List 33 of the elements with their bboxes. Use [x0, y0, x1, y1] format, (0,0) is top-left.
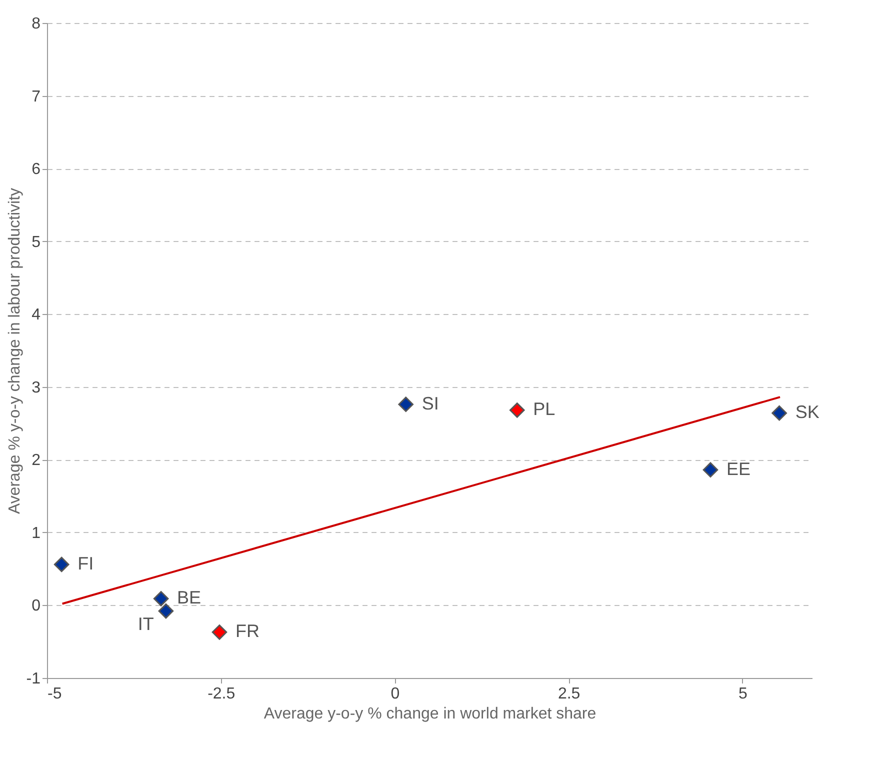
y-axis-title: Average % y-o-y change in labour productivity — [6, 188, 24, 514]
point — [398, 396, 414, 412]
point — [702, 462, 718, 478]
y-tick-label: 8 — [32, 16, 41, 32]
point — [158, 603, 174, 619]
point — [153, 591, 169, 606]
annotation: SI — [422, 393, 439, 414]
point — [509, 402, 525, 418]
y-tick-label: 5 — [32, 234, 41, 251]
annotation: BE — [177, 588, 202, 608]
annotation: FR — [235, 621, 260, 642]
x-tick-label: -2.5 — [208, 686, 236, 702]
y-tick-label: 6 — [32, 161, 41, 178]
annotation: FI — [78, 553, 94, 574]
point — [54, 556, 70, 572]
point — [772, 405, 787, 421]
y-tick-label: 0 — [32, 598, 41, 615]
y-tick-label: 4 — [32, 306, 41, 324]
annotation: EE — [726, 458, 750, 479]
annotation: PL — [533, 399, 556, 420]
point — [212, 624, 228, 640]
y-tick-label: 1 — [32, 524, 41, 542]
x-axis-title: Average y-o-y % change in world market share — [264, 706, 596, 722]
x-tick-label: 0 — [390, 686, 400, 702]
y-tick-label: 2 — [32, 452, 41, 470]
x-tick-label: -5 — [48, 686, 62, 702]
annotation: SK — [795, 402, 820, 422]
y-tick-label: 3 — [32, 379, 41, 396]
y-tick-label: -1 — [26, 670, 41, 688]
x-tick-label: 5 — [738, 686, 748, 702]
y-tick-label: 7 — [32, 88, 41, 106]
annotation: IT — [138, 614, 154, 634]
x-tick-label: 2.5 — [558, 686, 580, 702]
